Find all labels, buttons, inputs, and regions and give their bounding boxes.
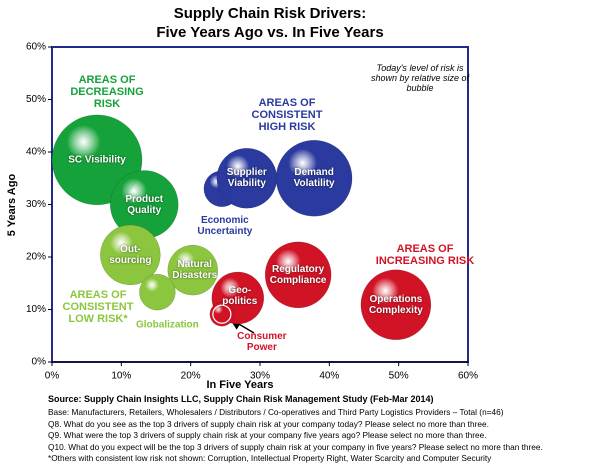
bubble <box>139 273 176 311</box>
series-label: AREAS OF INCREASING RISK <box>375 243 475 267</box>
bubble <box>264 241 332 309</box>
y-tick-label: 40% <box>26 147 46 158</box>
x-tick-label: 50% <box>389 371 409 382</box>
series-label: AREAS OF CONSISTENT HIGH RISK <box>251 97 323 133</box>
chart-subtitle: Five Years Ago vs. In Five Years <box>156 24 383 41</box>
bubble-ring <box>212 304 232 324</box>
bubble-label: Globalization <box>135 319 199 331</box>
annotation: Today's level of risk is shown by relati… <box>370 63 470 93</box>
bubble-label: Product Quality <box>125 193 164 216</box>
bubble-label: Geo-politics <box>222 284 258 307</box>
x-axis-label: In Five Years <box>206 379 273 391</box>
bubble-label: Consumer Power <box>237 331 287 354</box>
bubble <box>167 244 218 296</box>
y-axis-label: 5 Years Ago <box>6 174 18 237</box>
y-tick-label: 0% <box>32 357 47 368</box>
y-tick-label: 50% <box>26 94 46 105</box>
y-tick-label: 10% <box>26 304 46 315</box>
bubble-label: Supplier Viability <box>226 167 267 190</box>
y-tick-label: 20% <box>26 252 46 263</box>
bubble <box>360 269 432 341</box>
note-line: Q8. What do you see as the top 3 drivers… <box>48 418 489 429</box>
note-line: Q10. What do you expect will be the top … <box>48 441 543 452</box>
bubble-label: Natural Disasters <box>172 259 218 282</box>
series-label: AREAS OF DECREASING RISK <box>70 74 144 110</box>
note-line: Q9. What were the top 3 drivers of suppl… <box>48 430 487 440</box>
x-tick-label: 30% <box>250 371 270 382</box>
bubble-label: Demand Volatility <box>293 167 335 190</box>
bubble-label: Out-sourcing <box>109 243 152 266</box>
bubble <box>100 224 161 286</box>
bubble-label: Operations Complexity <box>368 293 423 316</box>
note-line: Base: Manufacturers, Retailers, Wholesal… <box>48 407 504 417</box>
x-tick-label: 60% <box>458 371 478 382</box>
note-line: *Others with consistent low risk not sho… <box>48 453 492 463</box>
bubble-label: Economic Uncertainty <box>197 214 253 237</box>
x-tick-label: 10% <box>111 371 131 382</box>
y-tick-label: 60% <box>26 42 46 53</box>
bubble-label: SC Visibility <box>68 154 126 166</box>
bubble-label: Regulatory Compliance <box>269 263 327 286</box>
chart-title: Supply Chain Risk Drivers: <box>174 5 367 22</box>
bubble <box>275 140 353 217</box>
x-tick-label: 20% <box>181 371 201 382</box>
y-tick-label: 30% <box>26 199 46 210</box>
x-tick-label: 40% <box>319 371 339 382</box>
x-tick-label: 0% <box>45 371 60 382</box>
source-note: Source: Supply Chain Insights LLC, Suppl… <box>48 394 434 404</box>
series-label: AREAS OF CONSISTENT LOW RISK* <box>62 289 134 325</box>
